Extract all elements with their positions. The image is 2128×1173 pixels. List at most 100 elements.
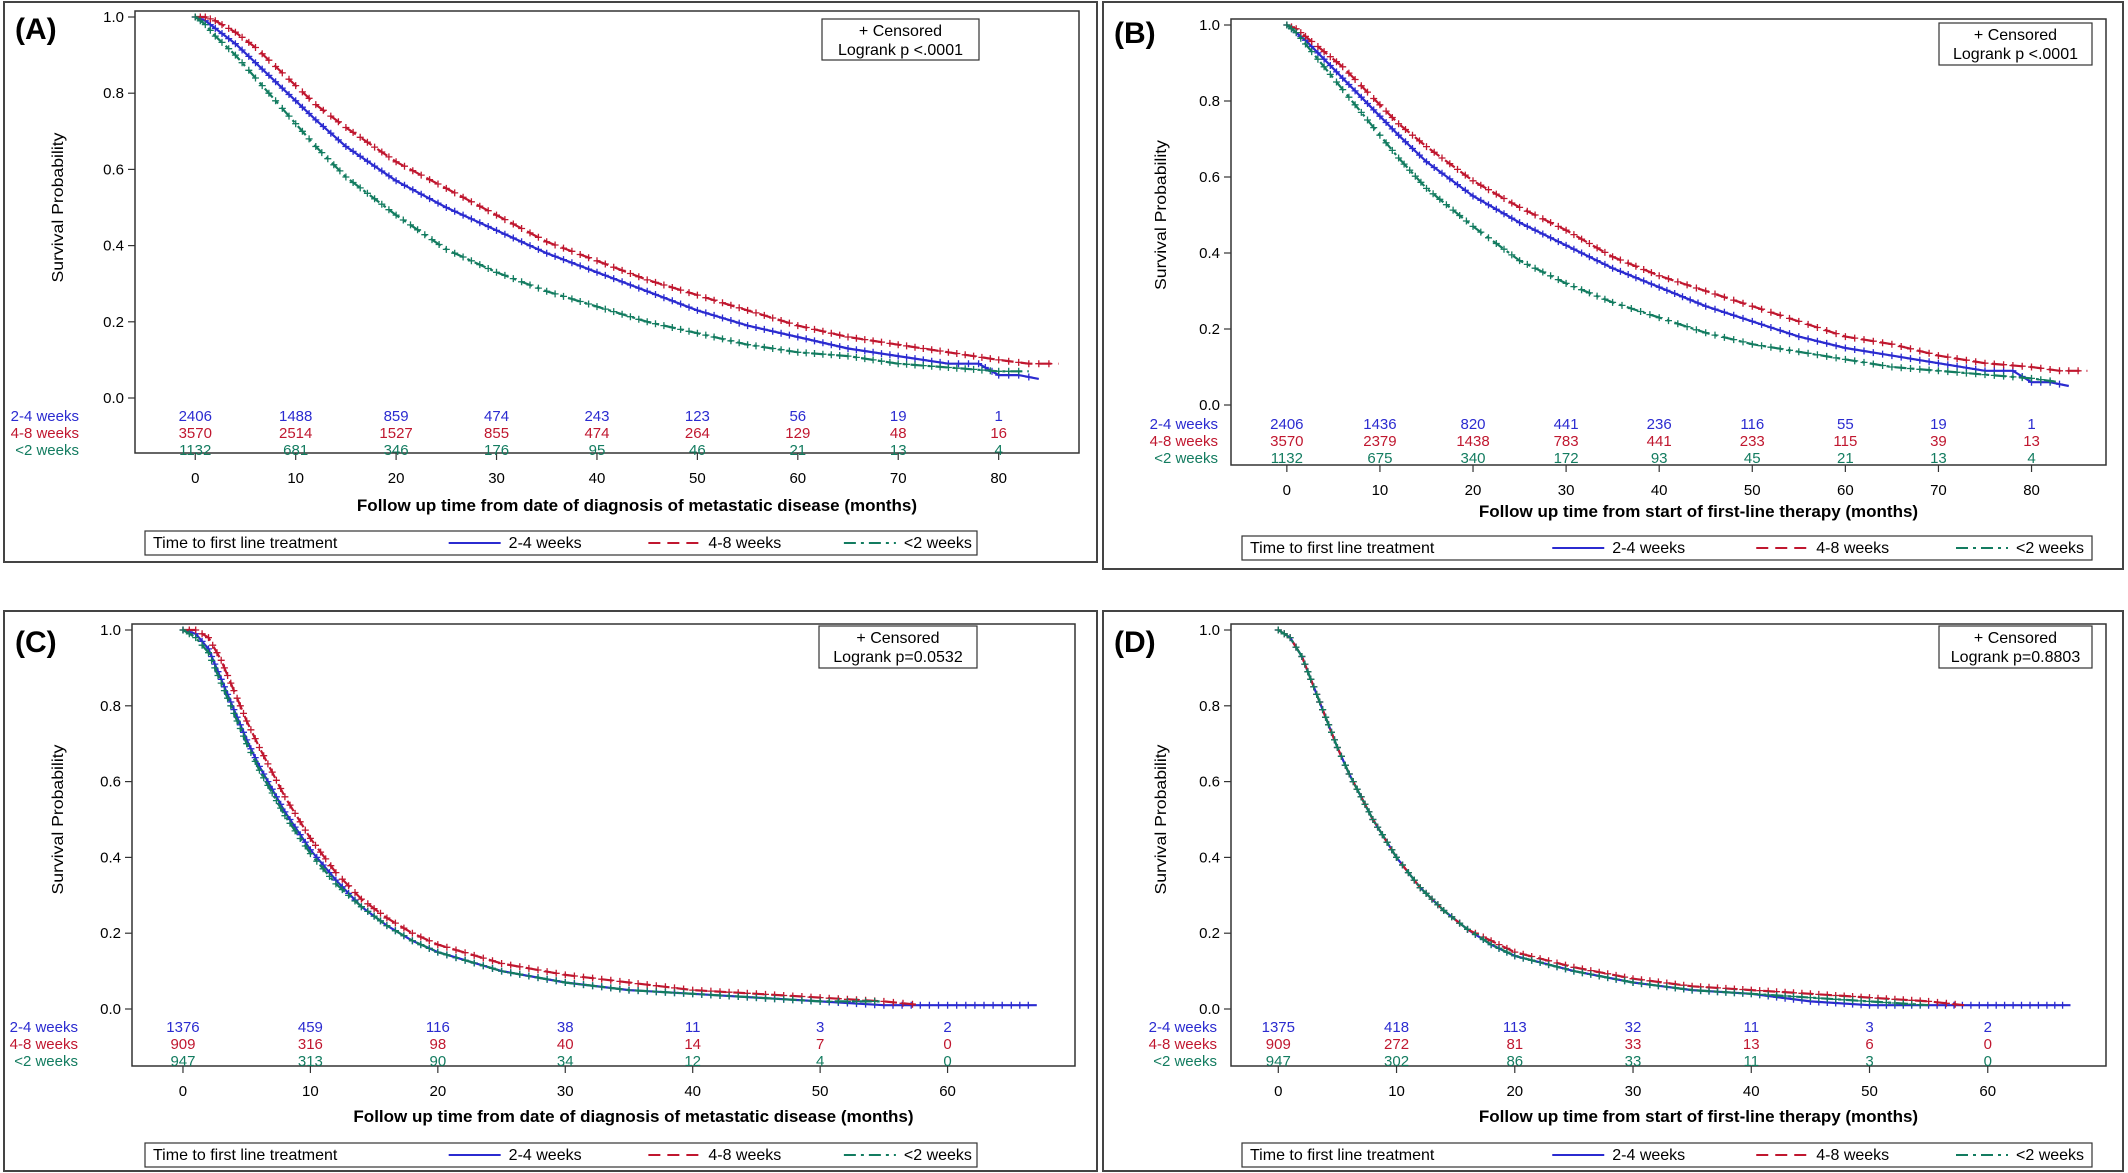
censor-mark bbox=[861, 347, 869, 355]
censor-mark bbox=[2009, 362, 2017, 369]
censor-mark bbox=[1655, 283, 1663, 291]
censor-mark bbox=[1618, 301, 1626, 309]
risk-value: 233 bbox=[1740, 433, 1765, 450]
censor-mark bbox=[1516, 257, 1524, 265]
censor-mark bbox=[1485, 186, 1492, 194]
panel-c: (C) 0.0 0.2 0.4 0.6 0.8 1.0 Survival Probabilit… bbox=[3, 610, 1098, 1172]
censor-mark bbox=[552, 969, 560, 977]
legend-label-2-4-weeks: 2-4 weeks bbox=[1612, 1147, 1685, 1164]
censor-mark bbox=[417, 190, 425, 198]
censor-mark bbox=[291, 809, 299, 817]
censor-mark bbox=[476, 261, 484, 269]
censor-mark bbox=[626, 270, 634, 277]
censor-mark bbox=[1942, 999, 1950, 1007]
risk-value: 4 bbox=[994, 442, 1002, 459]
censor-mark bbox=[1866, 997, 1873, 1005]
censor-mark bbox=[461, 956, 469, 964]
censor-mark bbox=[324, 155, 332, 163]
censor-mark bbox=[1409, 131, 1416, 139]
censor-mark bbox=[1326, 70, 1334, 78]
censor-mark bbox=[1477, 196, 1485, 204]
censor-mark bbox=[1925, 997, 1933, 1005]
censor-mark bbox=[1423, 184, 1430, 192]
censor-mark bbox=[1326, 62, 1334, 69]
censor-mark bbox=[260, 774, 268, 782]
x-tick-label: 40 bbox=[1651, 482, 1668, 499]
series-line-2-4-weeks bbox=[194, 15, 1040, 380]
risk-value: 1375 bbox=[1262, 1019, 1295, 1036]
censor-mark bbox=[618, 266, 626, 274]
censor-mark bbox=[1857, 997, 1865, 1005]
x-tick-label: 10 bbox=[287, 470, 304, 487]
censor-mark bbox=[1975, 1001, 1983, 1009]
censor-mark bbox=[735, 319, 743, 327]
x-tick-label: 20 bbox=[388, 470, 405, 487]
x-tick-label: 60 bbox=[1979, 1083, 1996, 1100]
censor-mark bbox=[643, 276, 651, 284]
censor-mark bbox=[285, 112, 293, 120]
censor-mark bbox=[1292, 29, 1300, 37]
censor-mark bbox=[543, 975, 551, 983]
censor-mark bbox=[543, 968, 551, 976]
censor-mark bbox=[1313, 690, 1321, 698]
risk-row-label: 2-4 weeks bbox=[10, 1019, 78, 1036]
risk-value: 14 bbox=[684, 1036, 701, 1053]
risk-value: 16 bbox=[990, 425, 1007, 442]
x-tick-label: 30 bbox=[1558, 482, 1575, 499]
censor-mark bbox=[278, 84, 286, 92]
censor-mark bbox=[338, 886, 346, 894]
censor-mark bbox=[185, 630, 193, 638]
censor-mark bbox=[1720, 308, 1728, 316]
x-tick-label: 60 bbox=[939, 1083, 956, 1100]
censor-mark bbox=[794, 348, 802, 356]
censor-mark bbox=[1671, 290, 1679, 297]
censor-mark bbox=[693, 306, 701, 314]
y-tick-label: 1.0 bbox=[1199, 17, 1220, 34]
censor-mark bbox=[1823, 995, 1831, 1003]
y-tick-label: 0.0 bbox=[100, 1001, 121, 1018]
censor-mark bbox=[710, 311, 718, 319]
censor-mark bbox=[989, 1001, 997, 1009]
censor-mark bbox=[426, 195, 434, 203]
censor-mark bbox=[1539, 268, 1547, 276]
censor-mark bbox=[442, 184, 450, 192]
censor-mark bbox=[1365, 808, 1373, 816]
censor-mark bbox=[671, 989, 678, 997]
censor-mark bbox=[710, 296, 718, 304]
censor-mark bbox=[1595, 972, 1603, 980]
censor-mark bbox=[789, 996, 797, 1004]
risk-row-label: 4-8 weeks bbox=[10, 1036, 78, 1053]
censor-mark bbox=[1341, 761, 1349, 769]
censor-mark bbox=[965, 360, 972, 368]
censor-mark bbox=[1832, 354, 1840, 362]
censor-mark bbox=[1647, 269, 1655, 277]
censor-mark bbox=[198, 641, 206, 649]
censor-mark bbox=[760, 343, 768, 351]
censor-mark bbox=[1714, 988, 1721, 996]
censor-mark bbox=[1578, 286, 1586, 294]
censored-label: + Censored bbox=[1974, 27, 2057, 44]
censor-mark bbox=[1640, 266, 1648, 273]
censor-mark bbox=[435, 241, 443, 248]
censor-mark bbox=[551, 241, 559, 249]
censor-mark bbox=[278, 104, 286, 112]
logrank-label: Logrank p=0.8803 bbox=[1951, 649, 2081, 666]
censor-mark bbox=[878, 338, 885, 346]
censor-mark bbox=[1601, 260, 1609, 268]
censor-mark bbox=[1454, 181, 1461, 189]
censor-mark bbox=[744, 306, 752, 314]
censor-mark bbox=[1562, 226, 1570, 234]
censor-mark bbox=[2037, 364, 2045, 372]
censor-mark bbox=[434, 199, 442, 207]
censor-mark bbox=[1869, 337, 1877, 345]
censor-mark bbox=[258, 50, 266, 58]
censor-mark bbox=[317, 848, 325, 856]
censor-mark bbox=[452, 954, 460, 962]
censor-mark bbox=[534, 233, 542, 241]
censor-mark bbox=[1345, 69, 1353, 77]
censor-mark bbox=[1331, 736, 1338, 744]
censor-mark bbox=[660, 294, 668, 302]
censor-mark bbox=[1640, 277, 1648, 285]
censor-mark bbox=[1804, 335, 1812, 343]
censor-mark bbox=[1925, 366, 1933, 374]
